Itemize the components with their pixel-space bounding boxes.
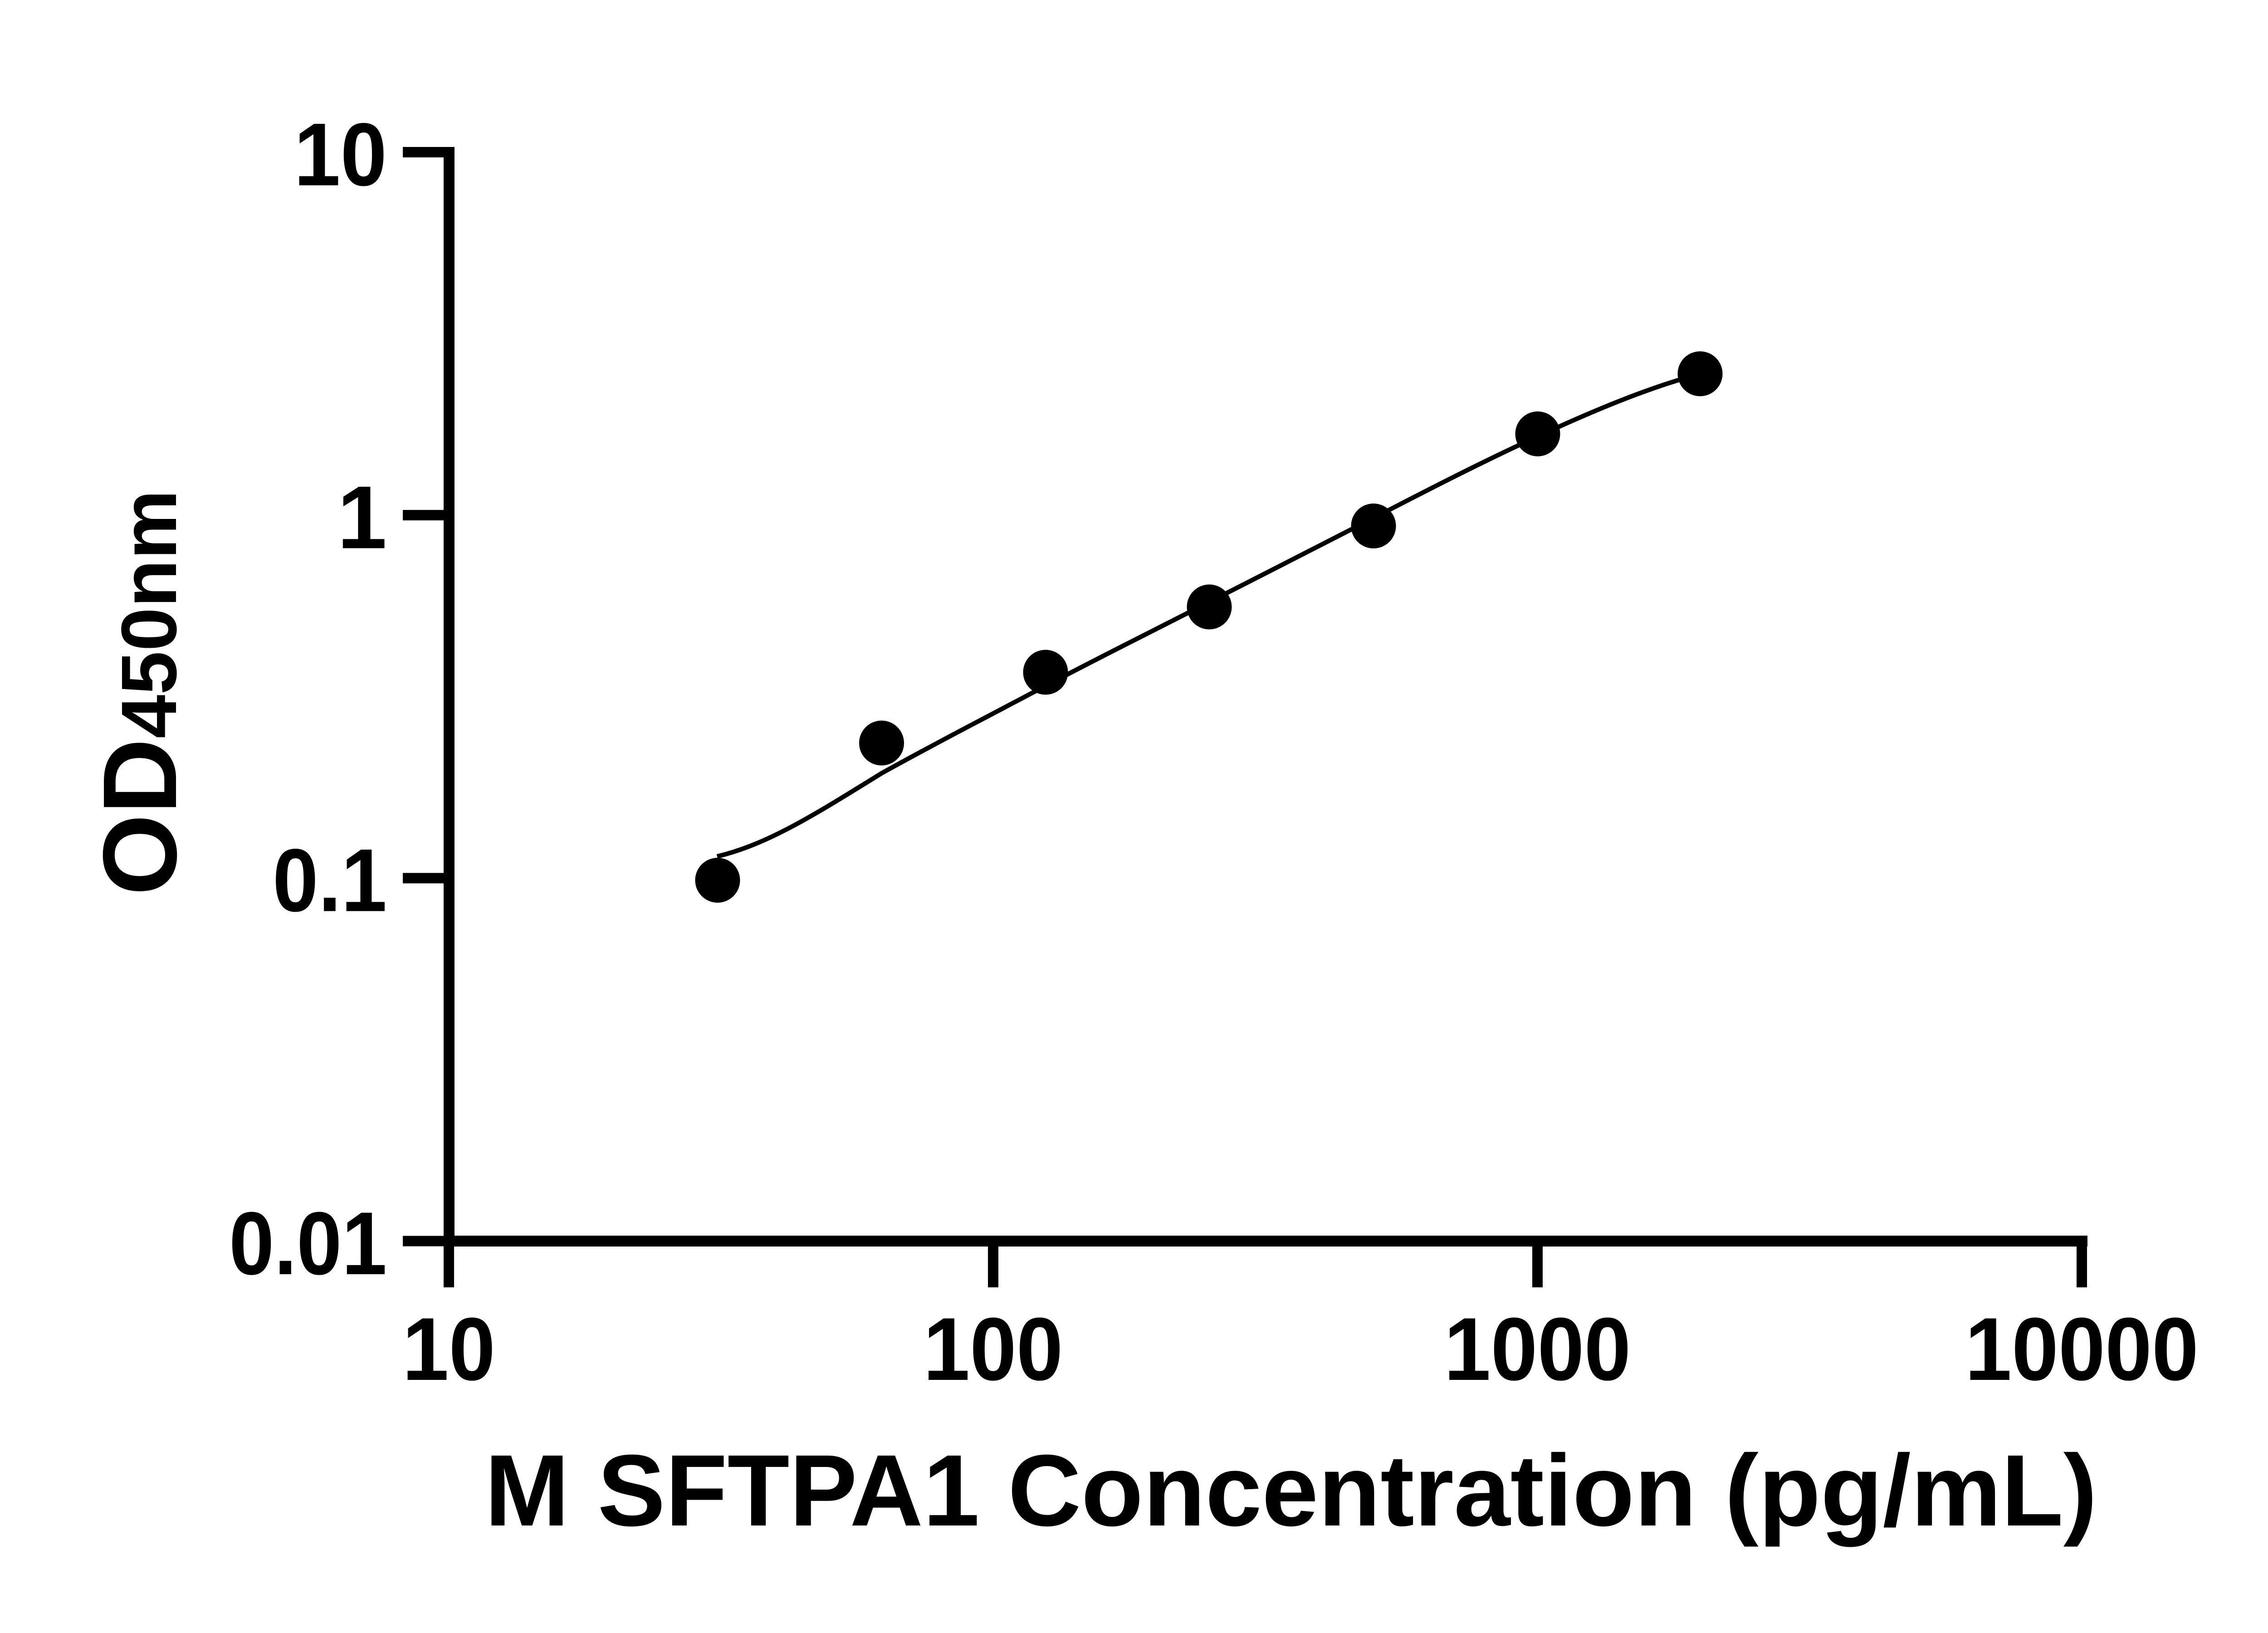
svg-text:OD450nm: OD450nm — [81, 490, 198, 896]
svg-text:1: 1 — [337, 468, 387, 567]
svg-text:1000: 1000 — [1444, 1299, 1631, 1399]
svg-text:10: 10 — [294, 105, 387, 205]
svg-text:100: 100 — [924, 1299, 1063, 1399]
svg-text:0.01: 0.01 — [229, 1193, 387, 1293]
svg-text:10: 10 — [402, 1299, 495, 1399]
svg-text:10000: 10000 — [1965, 1299, 2199, 1399]
svg-text:M SFTPA1 Concentration (pg/mL): M SFTPA1 Concentration (pg/mL) — [485, 1434, 2097, 1547]
svg-text:0.1: 0.1 — [273, 831, 387, 930]
